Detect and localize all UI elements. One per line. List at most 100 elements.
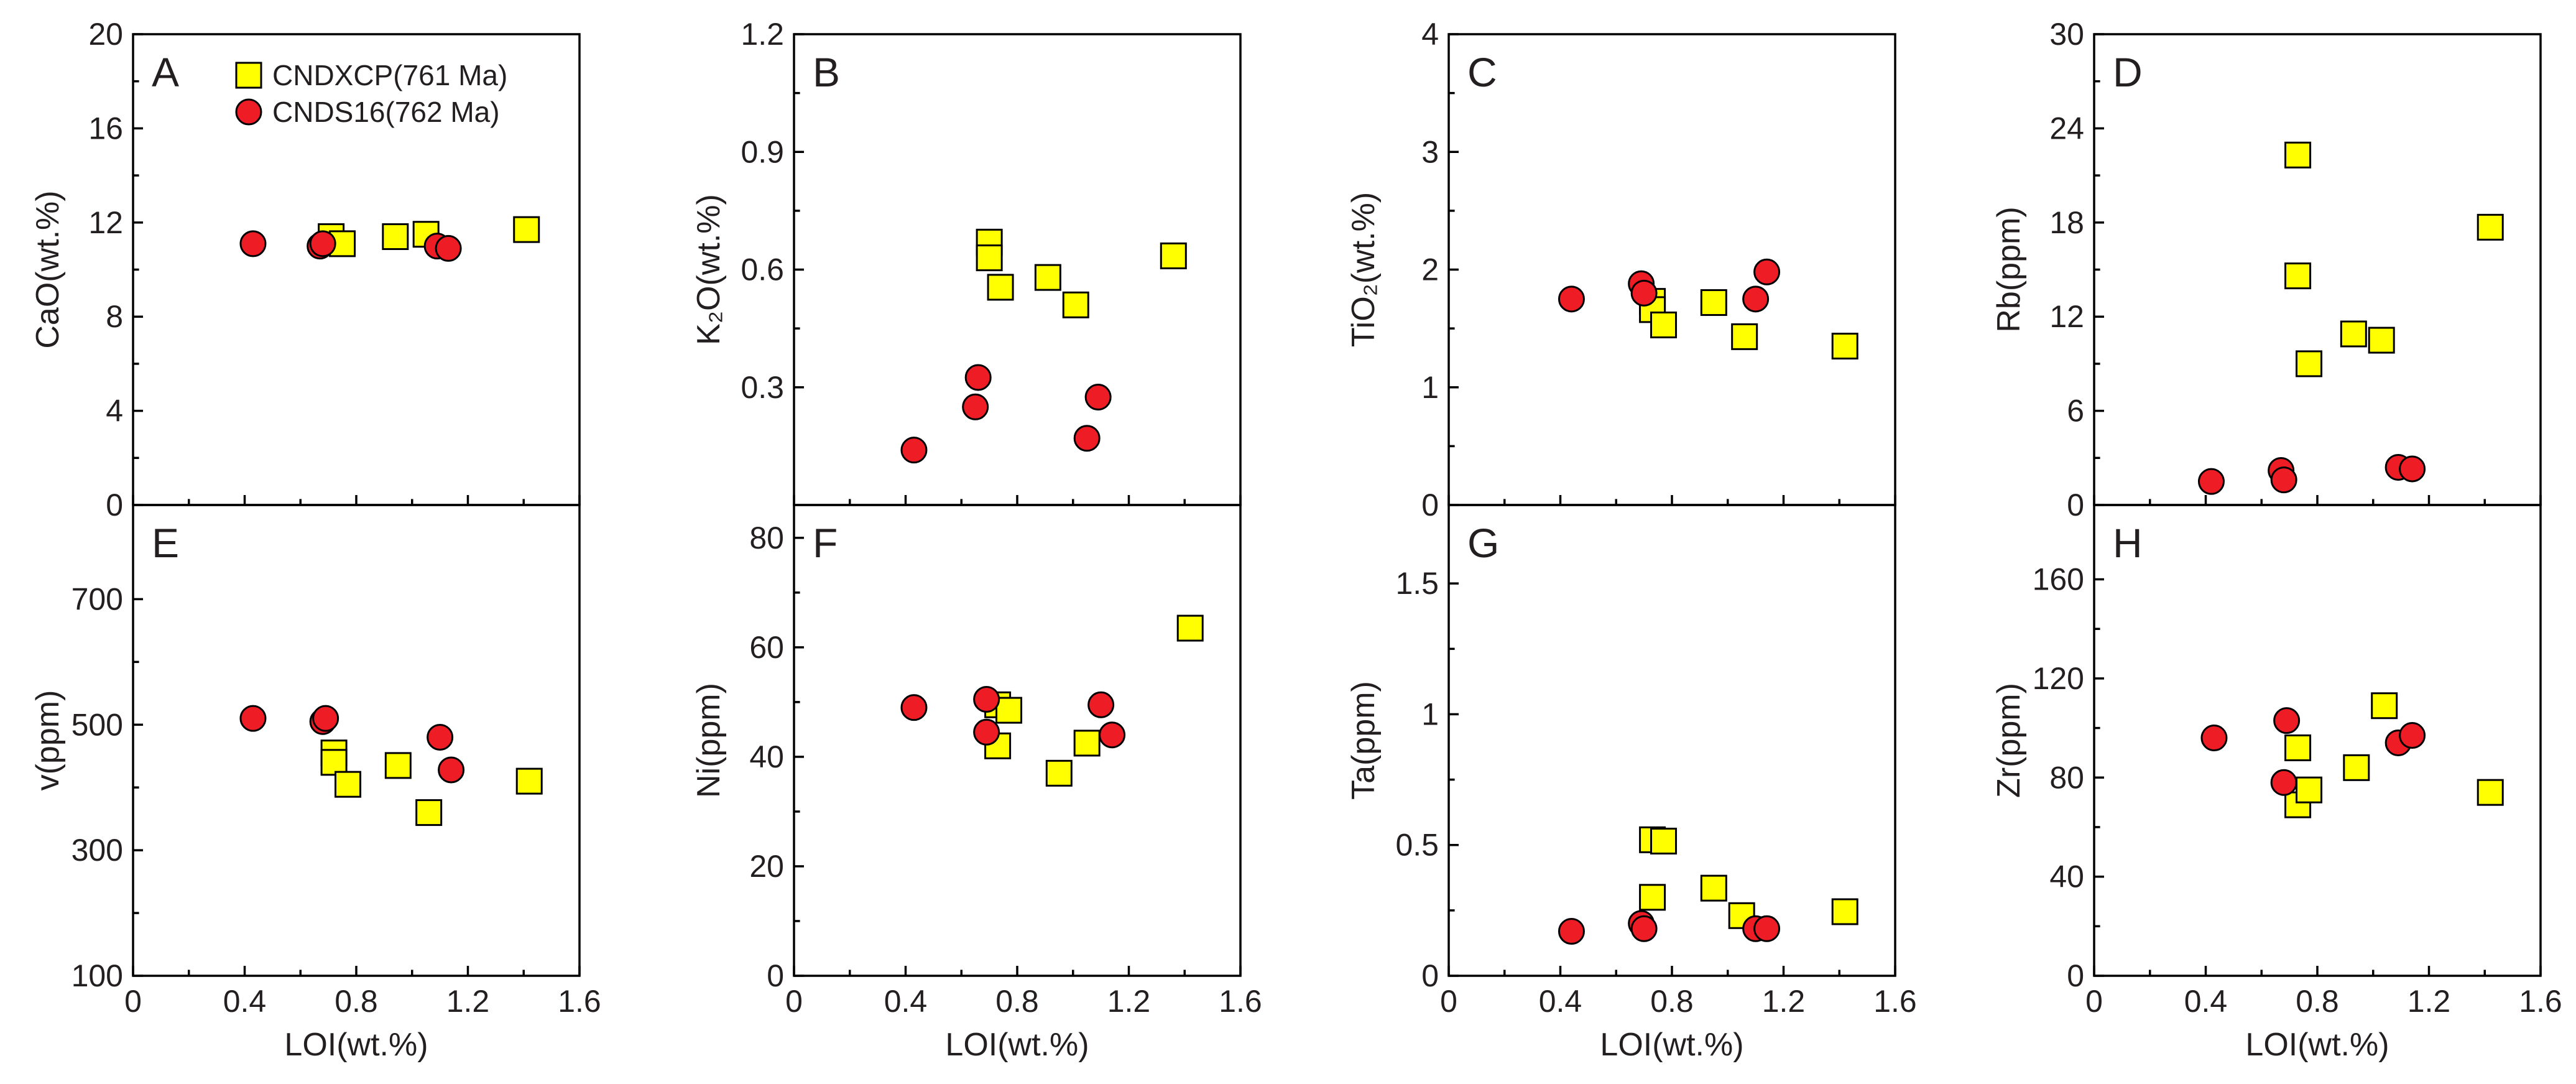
data-point [1630, 915, 1658, 942]
data-point [1073, 730, 1101, 757]
y-tick-label: 2 [1421, 252, 1439, 287]
data-point [2477, 779, 2504, 806]
data-point [239, 705, 267, 732]
x-tick-label: 1.6 [1219, 984, 1262, 1019]
y-tick-label: 0 [1421, 488, 1439, 522]
data-point [2343, 754, 2370, 781]
data-point [2399, 722, 2426, 749]
y-axis-label: K₂O(wt.%) [691, 194, 727, 345]
y-tick-label: 6 [2067, 394, 2084, 429]
series-cndxcp [2284, 692, 2504, 818]
data-point [1630, 279, 1658, 307]
x-tick-label: 1.2 [1762, 984, 1806, 1019]
x-axis-label: LOI(wt.%) [945, 1027, 1089, 1063]
x-tick-label: 0.4 [884, 984, 928, 1019]
data-point [2296, 776, 2323, 804]
y-tick-label: 1.5 [1395, 566, 1439, 601]
x-tick-label: 0.8 [2296, 984, 2339, 1019]
y-tick-label: 18 [2049, 205, 2084, 240]
x-tick-label: 0 [124, 984, 142, 1019]
series-cnds16 [2200, 707, 2426, 796]
y-tick-label: 0 [767, 958, 784, 993]
y-tick-label: 40 [749, 739, 784, 774]
y-tick-label: 0.3 [741, 370, 784, 405]
data-point [1831, 898, 1858, 925]
series-cndxcp [320, 739, 543, 827]
y-tick-label: 80 [2049, 760, 2084, 795]
data-point [435, 234, 462, 262]
y-tick-label: 0.9 [741, 134, 784, 169]
data-point [312, 705, 339, 732]
y-tick-label: 4 [106, 394, 123, 429]
data-point [2371, 692, 2398, 720]
legend-marker-circle [235, 98, 262, 126]
legend-marker-square [235, 62, 262, 89]
data-point [1034, 264, 1061, 291]
data-point [1700, 289, 1727, 316]
y-tick-label: 1.2 [741, 17, 784, 52]
y-axis-label: TiO₂(wt.%) [1346, 192, 1382, 347]
panel-label: D [2113, 49, 2143, 95]
data-point [2284, 734, 2312, 761]
data-point [1700, 874, 1727, 902]
y-tick-label: 500 [72, 707, 123, 742]
series-cndxcp [2284, 141, 2504, 378]
plot-frame [2093, 504, 2542, 977]
panel-label: H [2113, 520, 2143, 566]
data-point [1650, 311, 1678, 338]
y-tick-label: 3 [1421, 134, 1439, 169]
legend-label: CNDXCP(761 Ma) [272, 59, 507, 91]
x-tick-label: 1.6 [2519, 984, 2562, 1019]
y-tick-label: 12 [88, 205, 123, 240]
data-point [1639, 884, 1666, 911]
legend-label: CNDS16(762 Ma) [272, 96, 500, 128]
plot-frame [793, 33, 1242, 506]
series-cnds16 [239, 705, 465, 784]
y-tick-label: 0 [2067, 958, 2084, 993]
plot-frame [1447, 504, 1896, 977]
panel-h: 0 40 80 120 160 0 0.4 0.8 1.2 1.6 Zr(ppm) LOI(wt.%)… [1991, 504, 2562, 1063]
x-tick-label: 0.8 [1650, 984, 1694, 1019]
data-point [415, 799, 443, 827]
data-point [382, 223, 409, 251]
y-axis-label: Rb(ppm) [1991, 206, 2027, 332]
data-point [1073, 425, 1101, 452]
panel-e: 100 300 500 700 0 0.4 0.8 1.2 1.6 v(ppm) LOI(wt.%)… [30, 504, 601, 1063]
y-tick-label: 80 [749, 521, 784, 555]
x-tick-label: 0.4 [223, 984, 267, 1019]
y-tick-label: 16 [88, 111, 123, 146]
x-tick-label: 1.2 [446, 984, 490, 1019]
y-tick-label: 1 [1421, 697, 1439, 731]
data-point [1062, 291, 1089, 318]
data-point [513, 216, 540, 243]
series-cnds16 [239, 230, 462, 262]
y-tick-label: 0.6 [741, 252, 784, 287]
data-point [515, 767, 543, 795]
data-point [1753, 258, 1781, 285]
panels: 048121620CaO(wt.%)A0.30.60.91.2K₂O(wt.%)… [30, 17, 2562, 1063]
series-cnds16 [1558, 910, 1781, 945]
data-point [309, 230, 336, 257]
data-point [1045, 759, 1073, 787]
data-point [1558, 285, 1585, 313]
data-point [2200, 725, 2228, 752]
y-tick-label: 20 [749, 849, 784, 884]
x-tick-label: 1.2 [1107, 984, 1151, 1019]
data-point [2270, 466, 2297, 494]
data-point [2270, 769, 2297, 796]
y-tick-label: 1 [1421, 370, 1439, 405]
panel-label: A [152, 49, 179, 95]
y-tick-label: 0 [106, 488, 123, 522]
data-point [1650, 827, 1678, 855]
data-point [1160, 242, 1187, 269]
y-tick-label: 0 [1421, 958, 1439, 993]
x-tick-label: 1.6 [558, 984, 601, 1019]
plot-frame [1447, 33, 1896, 506]
x-tick-label: 0 [2085, 984, 2103, 1019]
y-tick-label: 0.5 [1395, 828, 1439, 863]
panel-label: E [152, 520, 179, 566]
series-cnds16 [900, 364, 1112, 464]
data-point [1087, 691, 1115, 718]
data-point [976, 244, 1003, 272]
